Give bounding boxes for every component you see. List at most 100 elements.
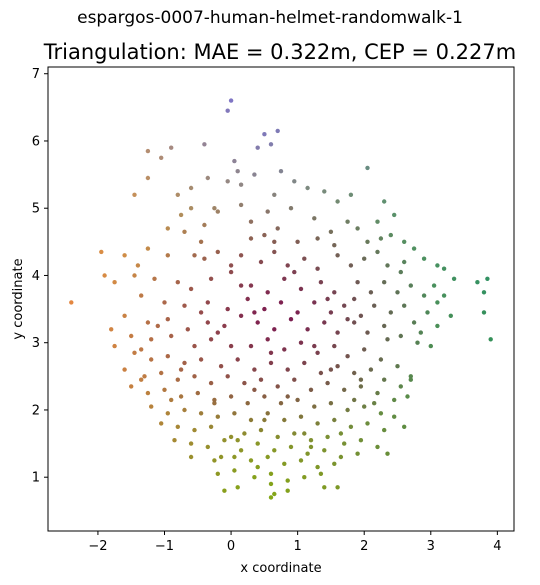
scatter-point bbox=[285, 394, 290, 399]
scatter-point bbox=[228, 434, 234, 440]
scatter-point bbox=[375, 390, 380, 396]
scatter-point bbox=[345, 407, 350, 413]
scatter-point bbox=[362, 256, 367, 261]
scatter-point bbox=[192, 427, 197, 433]
scatter-point bbox=[308, 387, 314, 392]
scatter-point bbox=[375, 219, 380, 224]
scatter-point bbox=[332, 461, 337, 466]
scatter-point bbox=[408, 283, 413, 288]
scatter-point bbox=[382, 199, 387, 204]
scatter-point bbox=[431, 283, 437, 288]
scatter-point bbox=[382, 427, 387, 433]
scatter-point bbox=[418, 330, 423, 335]
scatter-point bbox=[132, 273, 137, 278]
scatter-point bbox=[152, 276, 157, 281]
figure-suptitle: espargos-0007-human-helmet-randomwalk-1 bbox=[77, 8, 463, 28]
scatter-point bbox=[102, 273, 107, 278]
scatter-point bbox=[385, 263, 390, 268]
scatter-point bbox=[262, 232, 267, 238]
scatter-point bbox=[212, 397, 217, 403]
scatter-point bbox=[285, 263, 290, 268]
scatter-point bbox=[332, 417, 337, 423]
scatter-point bbox=[272, 192, 277, 197]
scatter-point bbox=[232, 468, 237, 473]
scatter-point bbox=[202, 256, 207, 261]
scatter-point bbox=[368, 367, 374, 372]
scatter-point bbox=[411, 320, 417, 325]
scatter-point bbox=[322, 189, 327, 194]
scatter-point bbox=[365, 239, 370, 244]
scatter-point bbox=[139, 377, 144, 382]
scatter-point bbox=[228, 263, 234, 268]
scatter-point bbox=[315, 350, 320, 355]
scatter-point bbox=[292, 179, 297, 184]
scatter-point bbox=[292, 377, 297, 382]
scatter-point bbox=[322, 448, 327, 453]
scatter-point bbox=[298, 458, 304, 463]
scatter-point bbox=[405, 394, 410, 399]
scatter-point bbox=[335, 253, 340, 258]
scatter-point bbox=[265, 209, 270, 214]
scatter-point bbox=[395, 364, 400, 369]
scatter-point bbox=[298, 340, 304, 345]
scatter-point bbox=[255, 320, 260, 325]
scatter-point bbox=[228, 269, 234, 275]
scatter-point bbox=[215, 249, 220, 255]
scatter-point bbox=[312, 343, 317, 349]
scatter-point bbox=[248, 417, 254, 423]
scatter-point bbox=[435, 263, 440, 268]
scatter-point bbox=[182, 229, 187, 234]
scatter-point bbox=[435, 300, 440, 305]
scatter-point bbox=[441, 266, 447, 271]
scatter-point bbox=[182, 303, 187, 308]
scatter-point bbox=[188, 286, 194, 292]
scatter-point bbox=[395, 290, 400, 295]
scatter-point bbox=[358, 313, 364, 318]
chart-title: Triangulation: MAE = 0.322m, CEP = 0.227… bbox=[43, 40, 517, 64]
scatter-point bbox=[278, 169, 284, 174]
scatter-point bbox=[265, 454, 270, 460]
scatter-point bbox=[298, 414, 304, 419]
scatter-point bbox=[295, 310, 300, 315]
scatter-point bbox=[378, 411, 384, 416]
scatter-point bbox=[325, 296, 330, 302]
scatter-point bbox=[129, 384, 134, 389]
scatter-point bbox=[242, 380, 247, 386]
scatter-point bbox=[338, 454, 344, 460]
scatter-point bbox=[238, 253, 244, 258]
y-tick-label: 7 bbox=[32, 67, 40, 82]
scatter-point bbox=[302, 256, 307, 261]
scatter-point bbox=[335, 364, 340, 369]
scatter-point bbox=[318, 280, 324, 285]
scatter-point bbox=[208, 380, 214, 386]
scatter-point bbox=[232, 411, 237, 416]
scatter-point bbox=[205, 320, 210, 325]
scatter-point bbox=[188, 185, 194, 191]
scatter-point bbox=[451, 276, 457, 281]
scatter-point bbox=[205, 300, 210, 305]
scatter-point bbox=[352, 296, 357, 302]
scatter-point bbox=[155, 323, 160, 329]
scatter-point bbox=[195, 390, 200, 396]
scatter-point bbox=[252, 367, 257, 372]
scatter-point bbox=[198, 411, 204, 416]
scatter-point bbox=[345, 354, 350, 359]
scatter-point bbox=[159, 370, 164, 376]
scatter-point bbox=[378, 357, 384, 362]
x-ticks: −2 −1 0 1 2 3 4 bbox=[88, 531, 501, 554]
scatter-point bbox=[315, 421, 320, 426]
scatter-point bbox=[252, 172, 257, 177]
scatter-point bbox=[382, 377, 387, 382]
scatter-point bbox=[182, 360, 187, 366]
y-tick-label: 5 bbox=[32, 202, 40, 217]
scatter-point bbox=[185, 327, 190, 332]
x-tick-label: 2 bbox=[360, 539, 368, 554]
scatter-point bbox=[235, 169, 240, 174]
scatter-point bbox=[192, 343, 197, 349]
scatter-point bbox=[285, 367, 290, 372]
scatter-point bbox=[358, 438, 364, 443]
scatter-point bbox=[268, 471, 274, 476]
x-tick-label: −2 bbox=[88, 539, 107, 554]
scatter-point bbox=[385, 337, 390, 342]
scatter-point bbox=[352, 370, 357, 376]
